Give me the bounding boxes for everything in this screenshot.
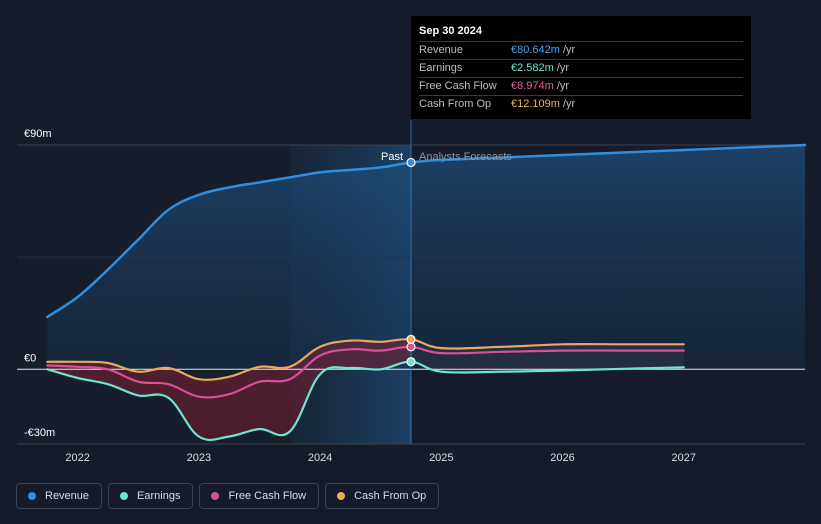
legend-dot-icon: [28, 492, 36, 500]
legend-label: Revenue: [45, 490, 90, 502]
y-tick-label: €90m: [24, 128, 52, 140]
tooltip-row-cash-from-op: Cash From Op €12.109m /yr: [419, 95, 743, 113]
legend-item-free-cash-flow[interactable]: Free Cash Flow: [199, 483, 320, 509]
point-free-cash-flow: [406, 342, 416, 352]
x-tick-label: 2025: [429, 452, 453, 464]
cashflow-band: [47, 339, 412, 440]
chart-legend: Revenue Earnings Free Cash Flow Cash Fro…: [16, 483, 440, 511]
legend-item-earnings[interactable]: Earnings: [108, 483, 194, 509]
y-tick-label: -€30m: [24, 427, 55, 439]
legend-label: Earnings: [137, 490, 181, 502]
x-tick-label: 2022: [65, 452, 89, 464]
legend-label: Free Cash Flow: [228, 490, 307, 502]
point-earnings: [406, 357, 416, 367]
tooltip-unit: /yr: [556, 62, 570, 74]
y-tick-label: €0: [24, 352, 36, 364]
x-tick-label: 2023: [187, 452, 211, 464]
tooltip-value: €12.109m: [511, 98, 560, 110]
legend-dot-icon: [120, 492, 129, 500]
point-cash-from-op: [406, 334, 416, 344]
x-tick-label: 2024: [308, 452, 332, 464]
tooltip-unit: /yr: [562, 44, 576, 56]
legend-dot-icon: [337, 492, 346, 500]
x-tick-label: 2026: [550, 452, 574, 464]
series-line-cash-from-op: [46, 338, 685, 381]
series-line-revenue: [46, 143, 807, 319]
legend-item-cash-from-op[interactable]: Cash From Op: [325, 483, 440, 509]
tooltip-label: Revenue: [419, 44, 464, 56]
forecast-label: Analysts Forecasts: [419, 151, 512, 163]
series-line-earnings: [46, 360, 685, 442]
x-tick-label: 2027: [672, 452, 696, 464]
tooltip-row-earnings: Earnings €2.582m /yr: [419, 59, 743, 77]
tooltip-value: €8.974m: [511, 80, 554, 92]
tooltip-label: Free Cash Flow: [419, 80, 497, 92]
legend-dot-icon: [211, 492, 220, 500]
legend-item-revenue[interactable]: Revenue: [16, 483, 103, 509]
tooltip-label: Cash From Op: [419, 98, 492, 110]
tooltip-date: Sep 30 2024: [419, 25, 482, 37]
tooltip-label: Earnings: [419, 62, 463, 74]
tooltip-unit: /yr: [562, 98, 576, 110]
legend-label: Cash From Op: [354, 490, 427, 502]
past-label: Past: [381, 151, 403, 163]
tooltip-unit: /yr: [556, 80, 570, 92]
tooltip-value: €80.642m: [511, 44, 560, 56]
point-revenue: [406, 157, 416, 168]
tooltip-row-free-cash-flow: Free Cash Flow €8.974m /yr: [419, 77, 743, 95]
tooltip: Sep 30 2024 Revenue €80.642m /yr Earning…: [411, 16, 751, 119]
series-line-free-cash-flow: [46, 345, 685, 399]
tooltip-value: €2.582m: [511, 62, 554, 74]
tooltip-row-revenue: Revenue €80.642m /yr: [419, 41, 743, 59]
forecast-band: [411, 339, 684, 373]
